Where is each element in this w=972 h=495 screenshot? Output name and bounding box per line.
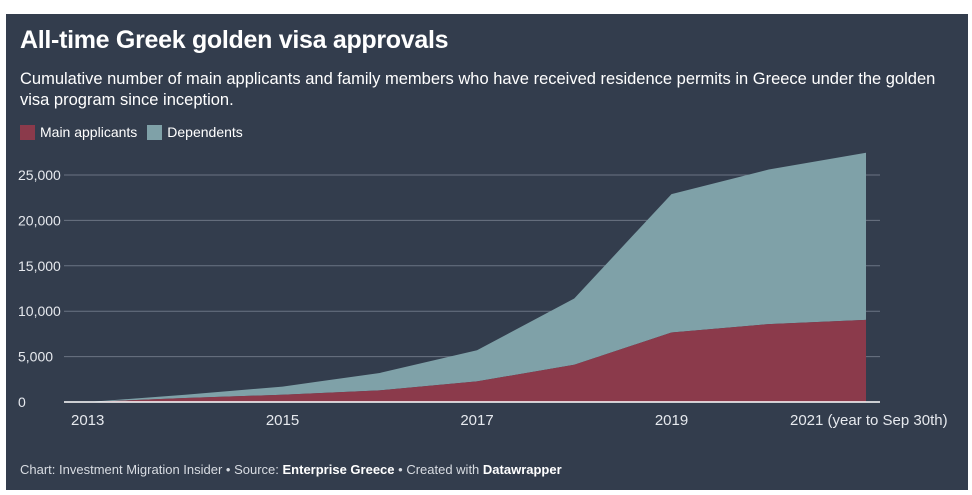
x-tick-label: 2015: [266, 412, 299, 429]
legend-swatch-main: [20, 124, 35, 140]
footer-created-prefix: Created with: [406, 462, 483, 477]
y-tick-label: 25,000: [18, 167, 61, 183]
legend: Main applicants Dependents: [20, 124, 243, 140]
area-main-applicants: [88, 319, 866, 402]
x-tick-label: 2013: [71, 412, 104, 429]
footer-datawrapper-link[interactable]: Datawrapper: [482, 462, 562, 477]
footer-separator: •: [222, 462, 235, 477]
y-tick-label: 5,000: [18, 349, 53, 365]
footer-chart-credit: Chart: Investment Migration Insider: [20, 462, 223, 477]
chart-footer: Chart: Investment Migration Insider • So…: [20, 462, 562, 477]
legend-swatch-dependents: [147, 124, 163, 140]
y-tick-label: 0: [18, 394, 26, 410]
x-tick-label: 2021 (year to Sep 30th): [790, 412, 948, 429]
y-tick-label: 15,000: [18, 258, 61, 274]
y-tick-label: 10,000: [18, 303, 61, 319]
x-tick-label: 2019: [655, 412, 688, 429]
legend-label-main: Main applicants: [40, 124, 138, 140]
legend-item-main: Main applicants: [20, 124, 137, 140]
footer-source-link[interactable]: Enterprise Greece: [282, 462, 395, 477]
chart-title: All-time Greek golden visa approvals: [20, 26, 449, 54]
footer-source-prefix: Source:: [234, 462, 283, 477]
area-dependents: [88, 152, 866, 402]
footer-separator: •: [394, 462, 407, 477]
legend-item-dependents: Dependents: [147, 124, 243, 140]
plot-area: 0 5,000 10,000 15,000 20,000 25,000 2013 2015 20…: [18, 152, 948, 429]
chart-card: All-time Greek golden visa approvals Cum…: [6, 14, 968, 490]
x-tick-label: 2017: [460, 412, 493, 429]
chart-subtitle: Cumulative number of main applicants and…: [20, 70, 936, 109]
legend-label-dependents: Dependents: [167, 124, 243, 140]
y-tick-label: 20,000: [18, 212, 61, 228]
